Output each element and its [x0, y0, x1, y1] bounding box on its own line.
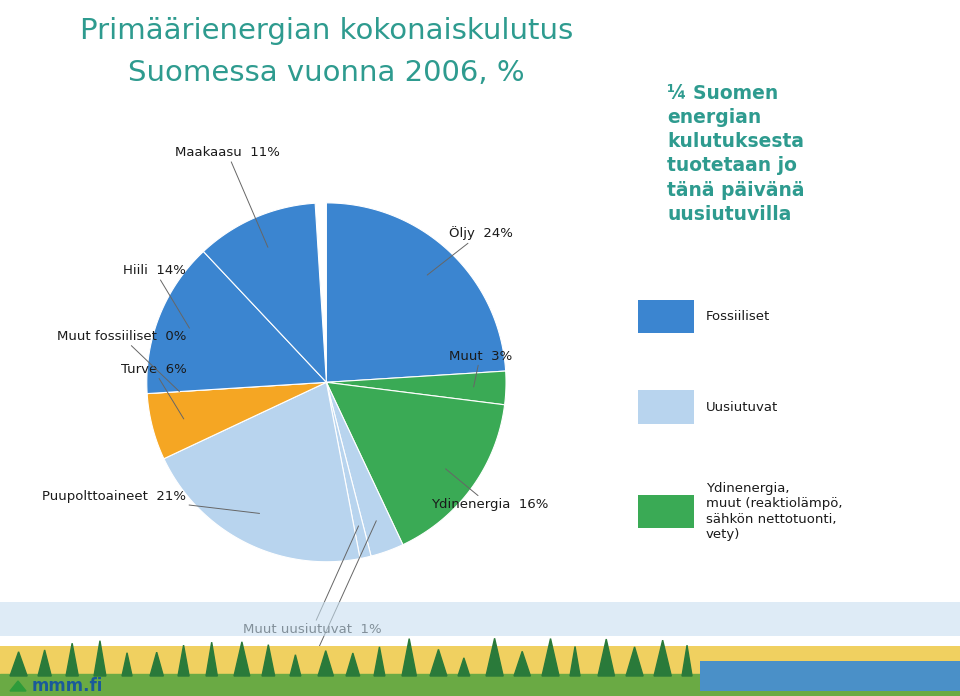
- Polygon shape: [570, 649, 588, 676]
- Text: Hiili  14%: Hiili 14%: [124, 264, 189, 328]
- Text: ¼ Suomen
energian
kulutuksesta
tuotetaan jo
tänä päivänä
uusiutuvilla: ¼ Suomen energian kulutuksesta tuotetaan…: [667, 84, 804, 224]
- Polygon shape: [38, 644, 54, 676]
- Text: Maakaasu  11%: Maakaasu 11%: [175, 146, 279, 247]
- Polygon shape: [290, 650, 301, 676]
- Text: Primäärienergian kokonaiskulutus: Primäärienergian kokonaiskulutus: [80, 17, 573, 45]
- Text: Muut uusiutuvat  1%: Muut uusiutuvat 1%: [243, 526, 381, 636]
- Polygon shape: [122, 642, 133, 676]
- Polygon shape: [654, 648, 666, 676]
- Polygon shape: [486, 651, 497, 676]
- Text: Ydinenergia,
muut (reaktiolämpö,
sähkön nettotuonti,
vety): Ydinenergia, muut (reaktiolämpö, sähkön …: [706, 482, 842, 541]
- Polygon shape: [326, 382, 403, 556]
- Polygon shape: [326, 382, 372, 559]
- Text: Muut fossiiliset  0%: Muut fossiiliset 0%: [57, 330, 186, 392]
- Text: Uusiutuvat: Uusiutuvat: [706, 401, 778, 413]
- Polygon shape: [164, 382, 360, 562]
- Bar: [0, 602, 960, 636]
- Text: Puupolttoaineet  21%: Puupolttoaineet 21%: [42, 489, 259, 514]
- Polygon shape: [204, 203, 326, 382]
- FancyBboxPatch shape: [0, 646, 960, 681]
- Polygon shape: [147, 251, 326, 393]
- Text: Ydinenergia  16%: Ydinenergia 16%: [431, 469, 548, 512]
- Text: Suomessa vuonna 2006, %: Suomessa vuonna 2006, %: [128, 59, 525, 87]
- Polygon shape: [346, 648, 359, 676]
- Polygon shape: [326, 382, 505, 545]
- Text: Turve  6%: Turve 6%: [121, 363, 186, 419]
- Polygon shape: [10, 681, 26, 691]
- Polygon shape: [626, 658, 642, 676]
- FancyBboxPatch shape: [700, 661, 960, 691]
- Polygon shape: [682, 652, 698, 676]
- Polygon shape: [374, 657, 388, 676]
- Polygon shape: [318, 645, 335, 676]
- Text: Fossiiliset: Fossiiliset: [706, 310, 770, 323]
- Polygon shape: [10, 656, 26, 676]
- Polygon shape: [430, 651, 448, 676]
- Polygon shape: [514, 649, 529, 676]
- Polygon shape: [402, 649, 419, 676]
- Polygon shape: [94, 656, 105, 676]
- Polygon shape: [234, 651, 247, 676]
- Polygon shape: [542, 656, 556, 676]
- Polygon shape: [326, 371, 506, 405]
- Text: mmm.fi: mmm.fi: [32, 677, 104, 695]
- Polygon shape: [147, 382, 326, 393]
- Polygon shape: [458, 648, 475, 676]
- Text: Muut  3%: Muut 3%: [448, 349, 512, 387]
- Text: Vesi- ja tuulivoima  3%: Vesi- ja tuulivoima 3%: [236, 521, 388, 669]
- Polygon shape: [147, 382, 326, 459]
- Text: Öljy  24%: Öljy 24%: [427, 226, 513, 275]
- Polygon shape: [262, 646, 278, 676]
- Polygon shape: [66, 656, 78, 676]
- Polygon shape: [206, 640, 219, 676]
- Polygon shape: [326, 203, 506, 382]
- Polygon shape: [178, 656, 191, 676]
- Polygon shape: [598, 653, 612, 676]
- Polygon shape: [150, 654, 160, 676]
